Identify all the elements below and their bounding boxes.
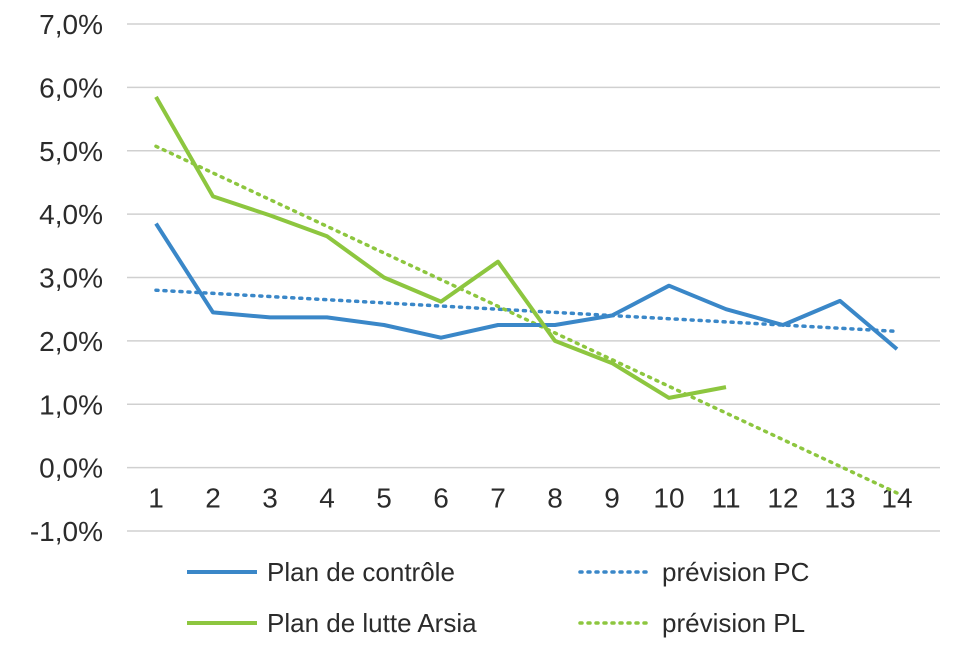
series-line-1 xyxy=(154,222,899,351)
y-tick-label: 4,0% xyxy=(39,199,103,230)
y-axis-tick-labels: -1,0% 0,0% 1,0% 2,0% 3,0% 4,0% 5,0% 6,0% 7,0% xyxy=(30,9,103,547)
x-axis-tick-labels: 1 2 3 4 5 6 7 8 9 10 11 12 13 14 xyxy=(148,483,912,514)
x-tick-label: 9 xyxy=(604,483,620,514)
legend-label: prévision PC xyxy=(662,557,809,587)
y-tick-label: 5,0% xyxy=(39,136,103,167)
y-tick-label: 3,0% xyxy=(39,263,103,294)
legend-label: prévision PL xyxy=(662,608,805,638)
x-tick-label: 11 xyxy=(711,483,740,514)
x-tick-label: 5 xyxy=(376,483,392,514)
y-tick-label: 6,0% xyxy=(39,72,103,103)
y-tick-label: 0,0% xyxy=(39,453,103,484)
x-tick-label: 7 xyxy=(490,483,506,514)
x-tick-label: 8 xyxy=(547,483,563,514)
y-tick-label: 2,0% xyxy=(39,326,103,357)
series-line-2 xyxy=(154,288,899,334)
series-line-3 xyxy=(154,95,727,400)
x-tick-label: 12 xyxy=(767,483,798,514)
x-tick-label: 2 xyxy=(205,483,221,514)
x-tick-label: 14 xyxy=(881,483,912,514)
y-tick-label: 7,0% xyxy=(39,9,103,40)
x-tick-label: 4 xyxy=(319,483,335,514)
legend-label: Plan de contrôle xyxy=(267,557,455,587)
y-tick-label: 1,0% xyxy=(39,389,103,420)
series-line-4 xyxy=(154,144,899,495)
series-lines xyxy=(154,95,899,495)
x-tick-label: 1 xyxy=(148,483,164,514)
legend: Plan de contrôle prévision PC Plan de lutt… xyxy=(187,557,809,638)
x-tick-label: 10 xyxy=(653,483,684,514)
x-tick-label: 13 xyxy=(824,483,855,514)
y-tick-label: -1,0% xyxy=(30,516,103,547)
x-tick-label: 6 xyxy=(433,483,449,514)
x-tick-label: 3 xyxy=(262,483,278,514)
legend-label: Plan de lutte Arsia xyxy=(267,608,477,638)
